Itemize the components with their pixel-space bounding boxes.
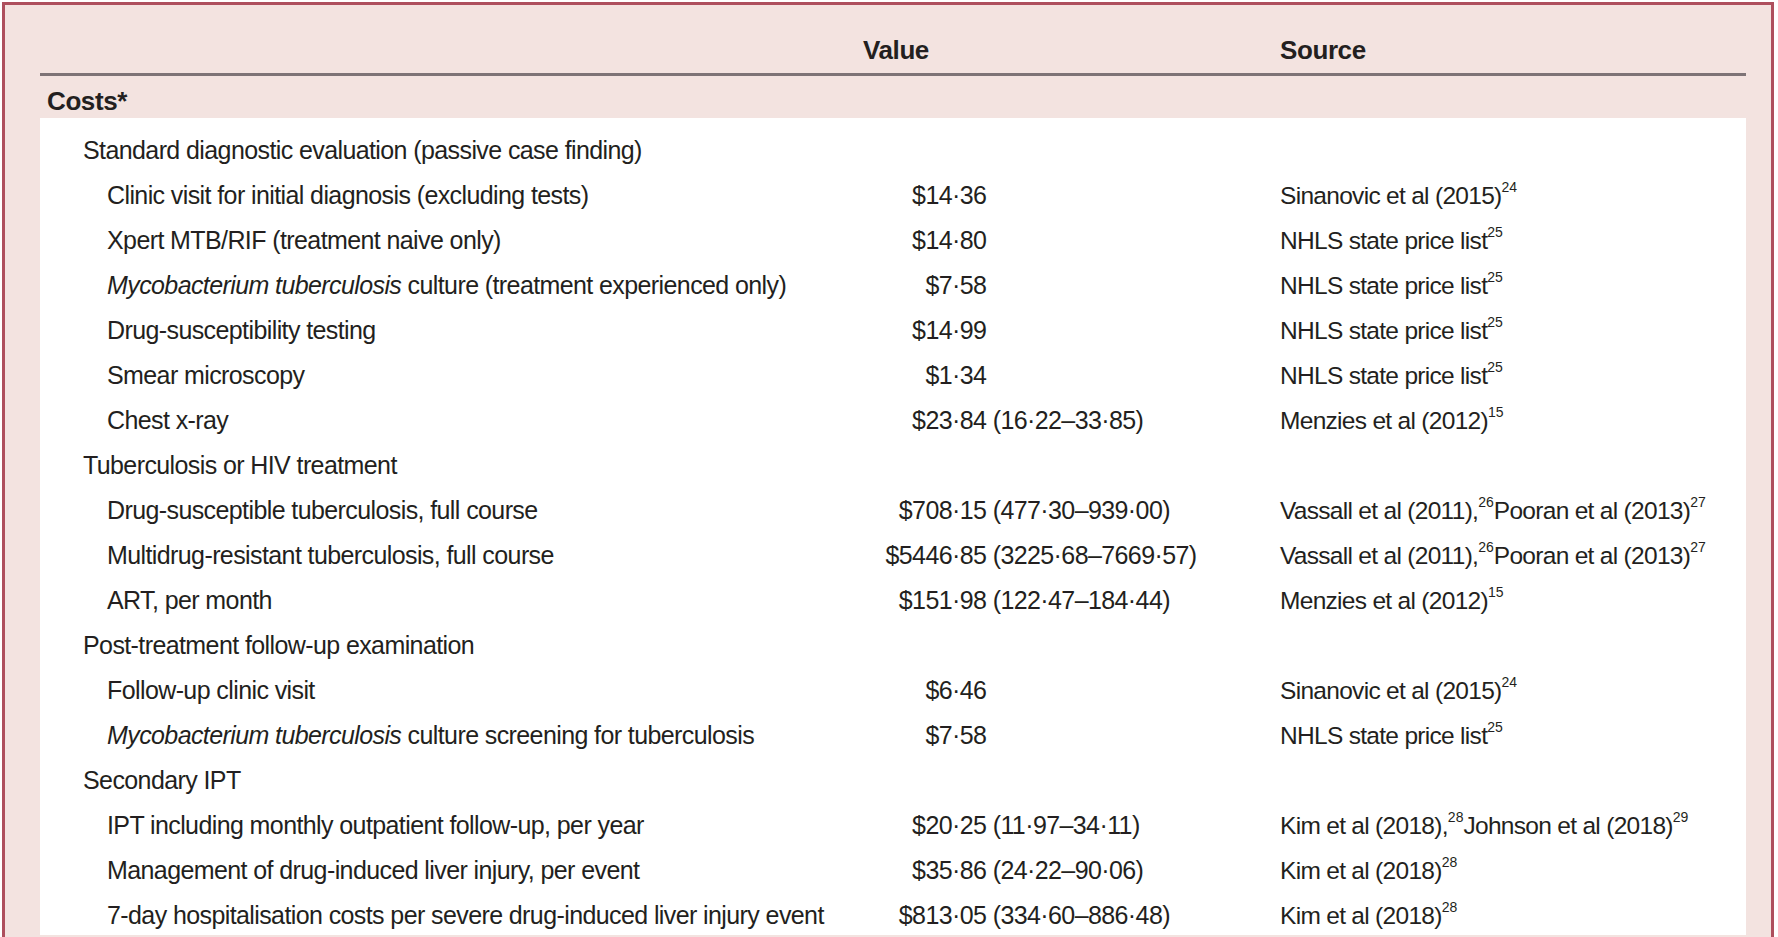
row-label: Post-treatment follow-up examination <box>40 631 474 660</box>
row-value: $23·84 (16·22–33·85) <box>695 398 1143 443</box>
row-label: IPT including monthly outpatient follow-… <box>40 811 644 840</box>
row-source: NHLS state price list25 <box>1280 263 1503 308</box>
row-label: Multidrug-resistant tuberculosis, full c… <box>40 541 554 570</box>
row-value: $7·58 <box>695 263 986 308</box>
row-label: Smear microscopy <box>40 361 304 390</box>
row-source: NHLS state price list25 <box>1280 308 1503 353</box>
row-label: Clinic visit for initial diagnosis (excl… <box>40 181 589 210</box>
cost-parameters-table: Value Source Costs* Standard diagnostic … <box>2 2 1774 937</box>
row-source: NHLS state price list25 <box>1280 713 1503 758</box>
table-section-row: Standard diagnostic evaluation (passive … <box>40 128 1746 173</box>
row-value: $813·05 (334·60–886·48) <box>695 893 1170 935</box>
table-row: IPT including monthly outpatient follow-… <box>40 803 1746 848</box>
row-value: $14·99 <box>695 308 986 353</box>
table-row: Multidrug-resistant tuberculosis, full c… <box>40 533 1746 578</box>
table-row: Drug-susceptibility testing $14·99 NHLS st… <box>40 308 1746 353</box>
row-value: $151·98 (122·47–184·44) <box>695 578 1170 623</box>
row-source: Vassall et al (2011),26 Pooran et al (20… <box>1280 488 1706 533</box>
row-source: Sinanovic et al (2015)24 <box>1280 668 1517 713</box>
row-label: Management of drug-induced liver injury,… <box>40 856 639 885</box>
table-row: Xpert MTB/RIF (treatment naive only) $14·… <box>40 218 1746 263</box>
row-value: $708·15 (477·30–939·00) <box>695 488 1170 533</box>
table-row: Mycobacterium tuberculosis culture (trea… <box>40 263 1746 308</box>
row-value: $14·36 <box>695 173 986 218</box>
row-label: ART, per month <box>40 586 272 615</box>
header-rule <box>40 73 1746 76</box>
table-row: Management of drug-induced liver injury,… <box>40 848 1746 893</box>
row-label: Secondary IPT <box>40 766 241 795</box>
row-source: Menzies et al (2012)15 <box>1280 398 1504 443</box>
table-section-row: Tuberculosis or HIV treatment <box>40 443 1746 488</box>
row-label: Drug-susceptible tuberculosis, full cour… <box>40 496 538 525</box>
row-source: Sinanovic et al (2015)24 <box>1280 173 1517 218</box>
row-source: Kim et al (2018)28 <box>1280 893 1457 935</box>
page: Value Source Costs* Standard diagnostic … <box>0 0 1778 937</box>
row-label: Standard diagnostic evaluation (passive … <box>40 136 642 165</box>
table-body: Standard diagnostic evaluation (passive … <box>40 118 1746 935</box>
table-row: 7-day hospitalisation costs per severe d… <box>40 893 1746 935</box>
table-row: Drug-susceptible tuberculosis, full cour… <box>40 488 1746 533</box>
row-value: $20·25 (11·97–34·11) <box>695 803 1140 848</box>
row-label: Tuberculosis or HIV treatment <box>40 451 397 480</box>
row-label: Drug-susceptibility testing <box>40 316 376 345</box>
table-row: ART, per month $151·98 (122·47–184·44) Men… <box>40 578 1746 623</box>
row-value: $5446·85 (3225·68–7669·57) <box>695 533 1197 578</box>
column-header-value: Value <box>863 33 929 67</box>
row-value: $7·58 <box>695 713 986 758</box>
row-label: Xpert MTB/RIF (treatment naive only) <box>40 226 501 255</box>
row-source: Kim et al (2018)28 <box>1280 848 1457 893</box>
row-source: Kim et al (2018),28 Johnson et al (2018)… <box>1280 803 1688 848</box>
row-label: Follow-up clinic visit <box>40 676 315 705</box>
table-row: Chest x-ray $23·84 (16·22–33·85) Menzies e… <box>40 398 1746 443</box>
costs-section-header: Costs* <box>47 84 127 118</box>
row-value: $14·80 <box>695 218 986 263</box>
column-header-source: Source <box>1280 33 1366 67</box>
table-row: Follow-up clinic visit $6·46 Sinanovic et … <box>40 668 1746 713</box>
row-source: Vassall et al (2011),26 Pooran et al (20… <box>1280 533 1706 578</box>
row-source: NHLS state price list25 <box>1280 353 1503 398</box>
row-source: NHLS state price list25 <box>1280 218 1503 263</box>
row-value: $6·46 <box>695 668 986 713</box>
row-label: Mycobacterium tuberculosis culture (trea… <box>40 271 786 300</box>
table-row: Mycobacterium tuberculosis culture scree… <box>40 713 1746 758</box>
table-section-row: Post-treatment follow-up examination <box>40 623 1746 668</box>
row-label: Mycobacterium tuberculosis culture scree… <box>40 721 754 750</box>
table-section-row: Secondary IPT <box>40 758 1746 803</box>
table-row: Smear microscopy $1·34 NHLS state price li… <box>40 353 1746 398</box>
row-value: $1·34 <box>695 353 986 398</box>
row-value: $35·86 (24·22–90·06) <box>695 848 1143 893</box>
row-source: Menzies et al (2012)15 <box>1280 578 1504 623</box>
row-label: Chest x-ray <box>40 406 228 435</box>
table-row: Clinic visit for initial diagnosis (excl… <box>40 173 1746 218</box>
